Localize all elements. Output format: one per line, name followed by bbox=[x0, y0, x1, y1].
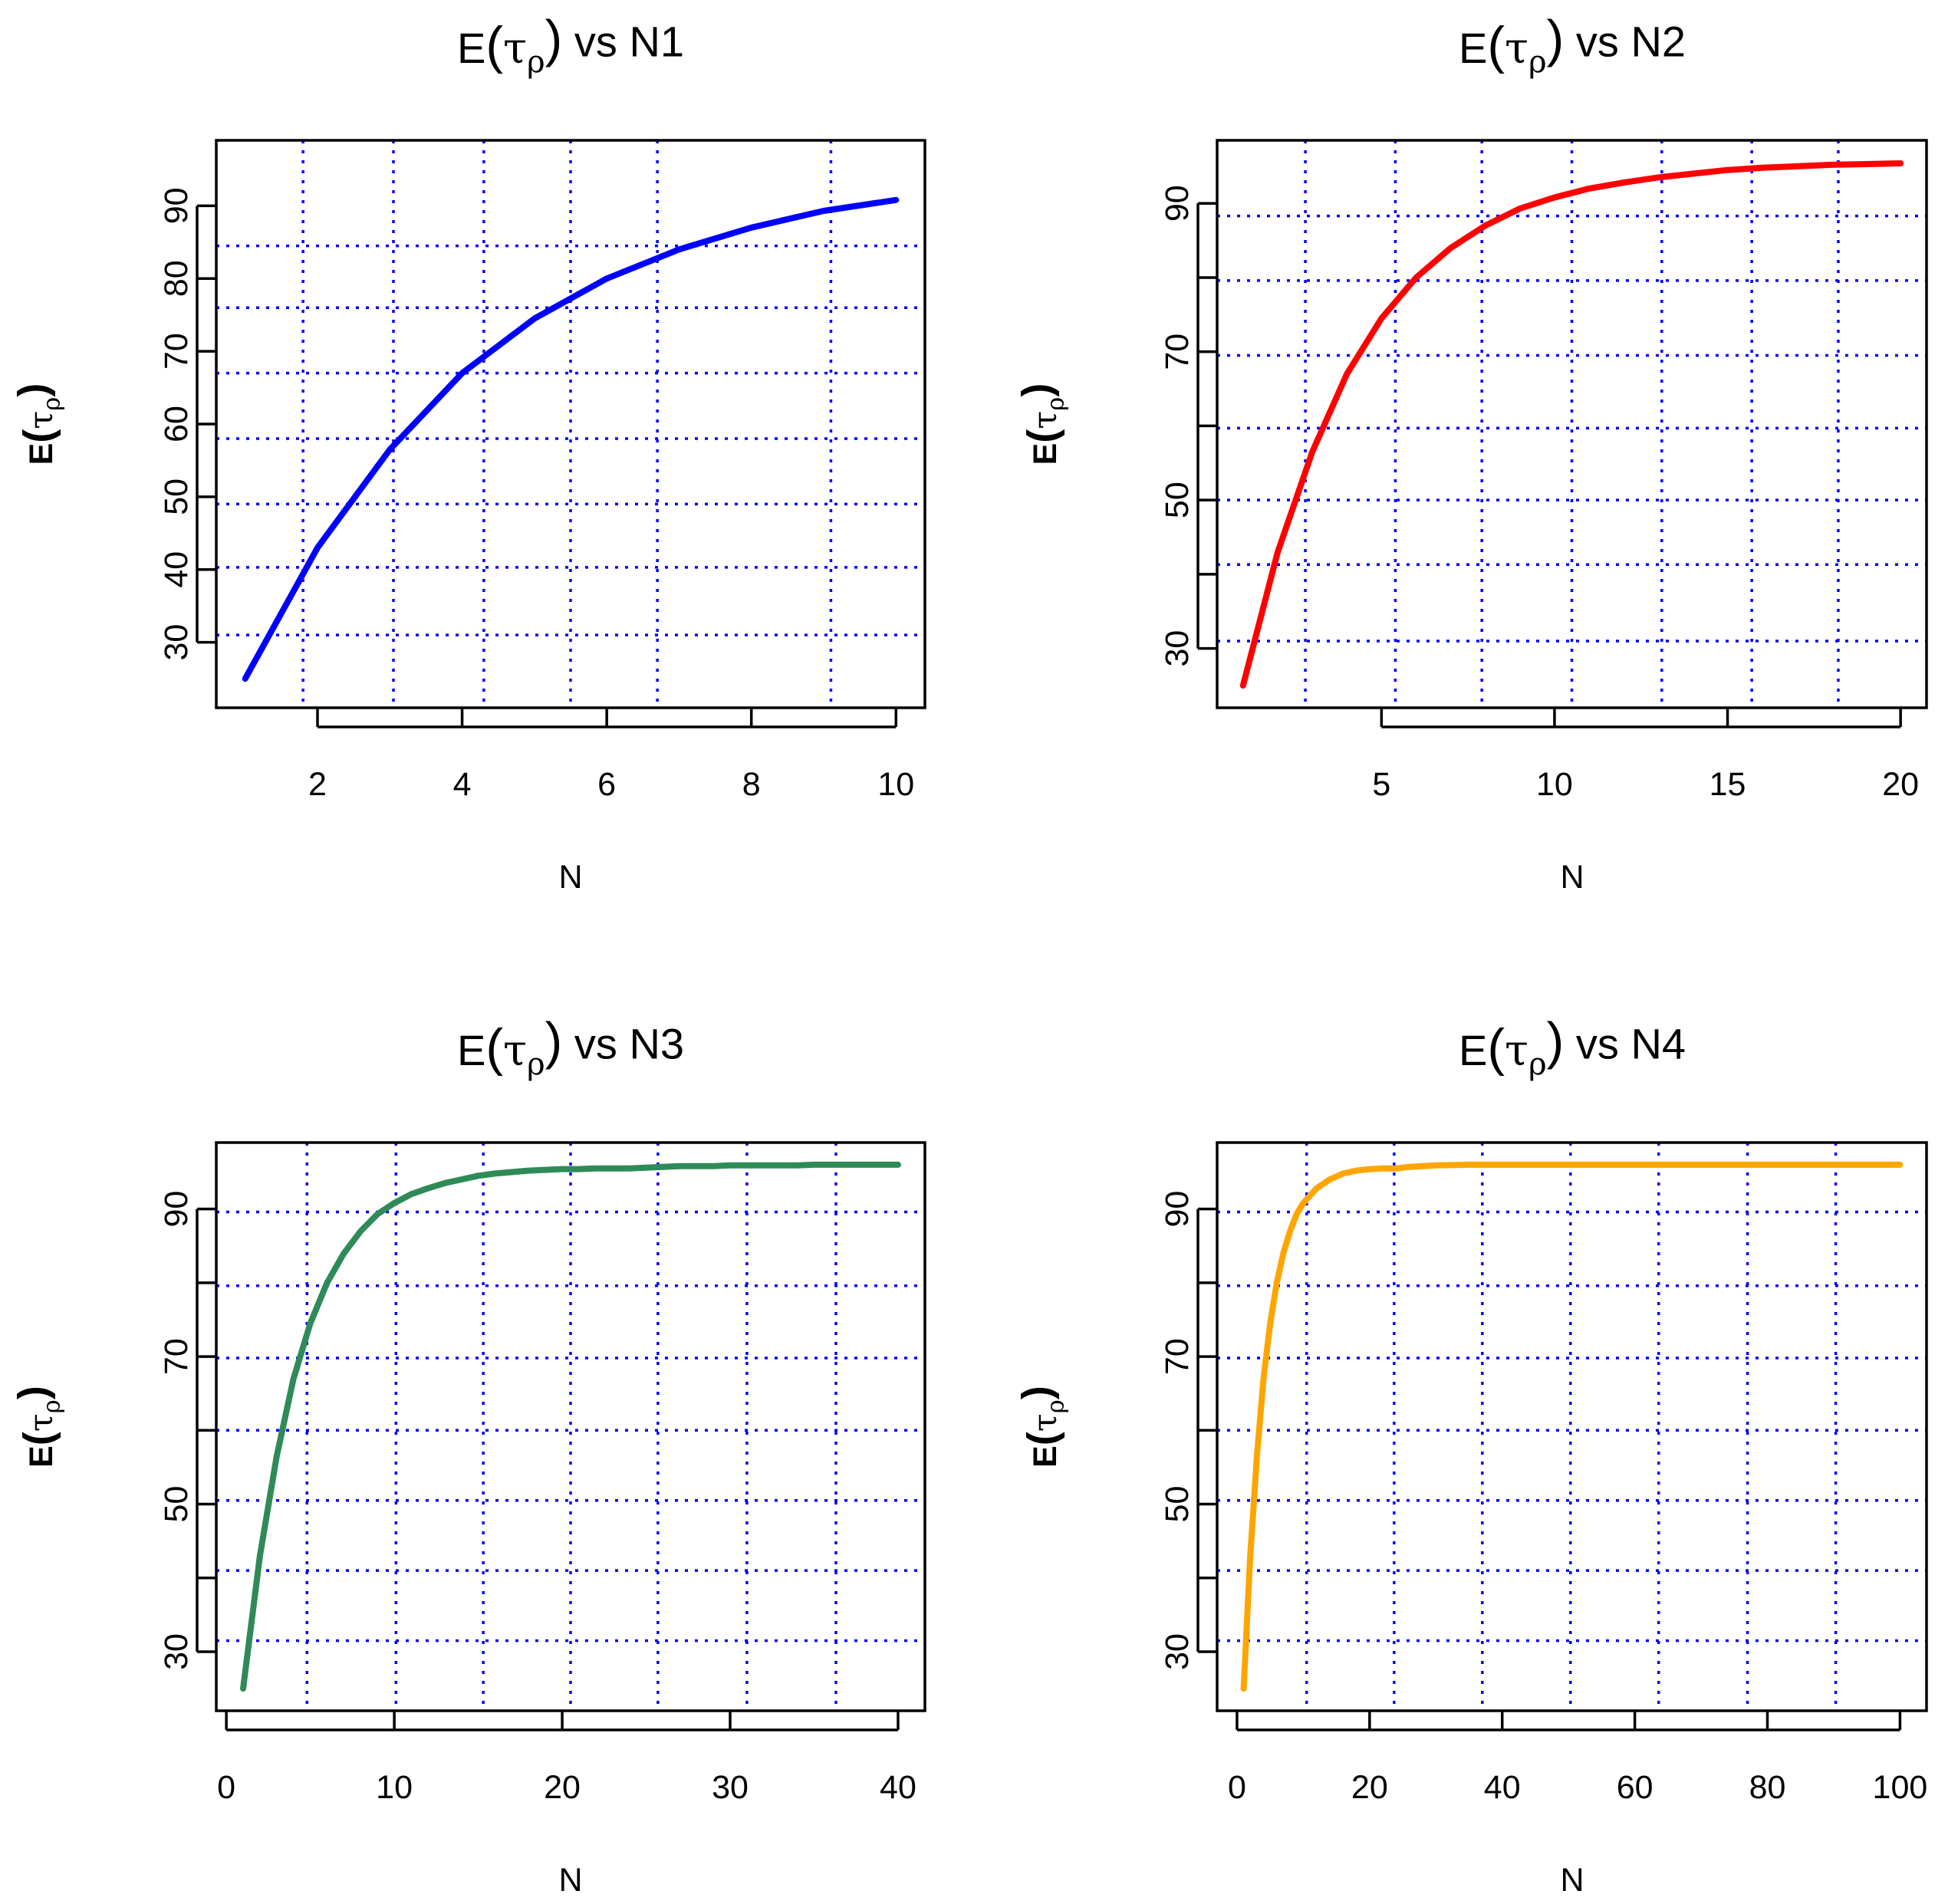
y-tick-label: 30 bbox=[158, 624, 195, 661]
plot-frame bbox=[215, 139, 926, 709]
y-tick-label: 50 bbox=[158, 1486, 195, 1523]
chart-title: E(τρ) vs N3 bbox=[457, 1012, 684, 1082]
x-tick-label: 5 bbox=[1372, 766, 1390, 803]
series-line bbox=[242, 196, 900, 682]
x-tick-label: 20 bbox=[1882, 766, 1919, 803]
panel-3: 0 10 20 30 40 30 50 70 90 E(τρ) vs N3 N E(τρ) bbox=[10, 1012, 926, 1899]
y-tick-label: 90 bbox=[1159, 185, 1196, 222]
series-line bbox=[240, 1161, 901, 1692]
y-tick-label: 90 bbox=[158, 1191, 195, 1228]
x-tick-label: 2 bbox=[308, 766, 327, 803]
x-tick-label: 6 bbox=[597, 766, 616, 803]
chart-title: E(τρ) vs N4 bbox=[1459, 1012, 1686, 1082]
x-axis-label: N bbox=[558, 859, 582, 896]
x-tick-label: 40 bbox=[1484, 1769, 1521, 1806]
x-tick-label: 4 bbox=[453, 766, 472, 803]
x-tick-label: 10 bbox=[1536, 766, 1573, 803]
y-tick-label: 50 bbox=[158, 478, 195, 515]
x-tick-label: 80 bbox=[1749, 1769, 1786, 1806]
y-tick-label: 30 bbox=[1159, 630, 1196, 667]
plot-frame bbox=[215, 1141, 926, 1712]
x-tick-label: 20 bbox=[1351, 1769, 1388, 1806]
x-tick-label: 20 bbox=[544, 1769, 581, 1806]
x-tick-label: 15 bbox=[1709, 766, 1746, 803]
x-axis-label: N bbox=[1560, 1862, 1584, 1899]
y-tick-label: 90 bbox=[158, 187, 195, 224]
x-axis-label: N bbox=[1560, 859, 1584, 896]
x-tick-label: 0 bbox=[217, 1769, 235, 1806]
x-tick-label: 30 bbox=[712, 1769, 749, 1806]
x-tick-label: 100 bbox=[1873, 1769, 1928, 1806]
x-tick-label: 10 bbox=[877, 766, 914, 803]
y-tick-label: 60 bbox=[158, 406, 195, 442]
y-tick-label: 30 bbox=[1159, 1633, 1196, 1670]
chart-title: E(τρ) vs N2 bbox=[1459, 10, 1686, 80]
y-tick-label: 70 bbox=[158, 333, 195, 370]
plot-frame bbox=[1216, 1141, 1928, 1712]
y-tick-label: 70 bbox=[1159, 334, 1196, 370]
y-axis-label: E(τρ) bbox=[10, 383, 65, 465]
y-tick-label: 50 bbox=[1159, 482, 1196, 518]
y-tick-label: 70 bbox=[158, 1338, 195, 1375]
panel-4: 0 20 40 60 80 100 30 50 70 90 E(τρ) vs N4 N E(τρ) bbox=[1014, 1012, 1928, 1899]
plot-frame bbox=[1216, 139, 1928, 709]
x-tick-label: 10 bbox=[376, 1769, 413, 1806]
x-tick-label: 40 bbox=[880, 1769, 916, 1806]
y-tick-label: 80 bbox=[158, 260, 195, 297]
y-tick-label: 50 bbox=[1159, 1486, 1196, 1523]
y-tick-label: 30 bbox=[158, 1633, 195, 1670]
x-tick-label: 0 bbox=[1228, 1769, 1246, 1806]
chart-title: E(τρ) vs N1 bbox=[457, 10, 684, 80]
y-axis-label: E(τρ) bbox=[10, 1386, 65, 1468]
y-tick-label: 70 bbox=[1159, 1338, 1196, 1375]
panel-2: 5 10 15 20 30 50 70 90 E(τρ) vs N2 N E(τρ) bbox=[1014, 10, 1928, 896]
panel-1: 2 4 6 8 10 30 40 50 60 70 80 90 E(τρ) vs N1 N E(τρ) bbox=[10, 10, 926, 896]
y-tick-label: 90 bbox=[1159, 1191, 1196, 1228]
x-tick-label: 60 bbox=[1617, 1769, 1653, 1806]
y-axis-label: E(τρ) bbox=[1014, 1386, 1069, 1468]
y-axis-label: E(τρ) bbox=[1014, 383, 1069, 465]
y-tick-label: 40 bbox=[158, 551, 195, 588]
series-line bbox=[1239, 160, 1904, 689]
x-axis-label: N bbox=[558, 1862, 582, 1899]
x-tick-label: 8 bbox=[742, 766, 761, 803]
series-line bbox=[1240, 1161, 1904, 1692]
